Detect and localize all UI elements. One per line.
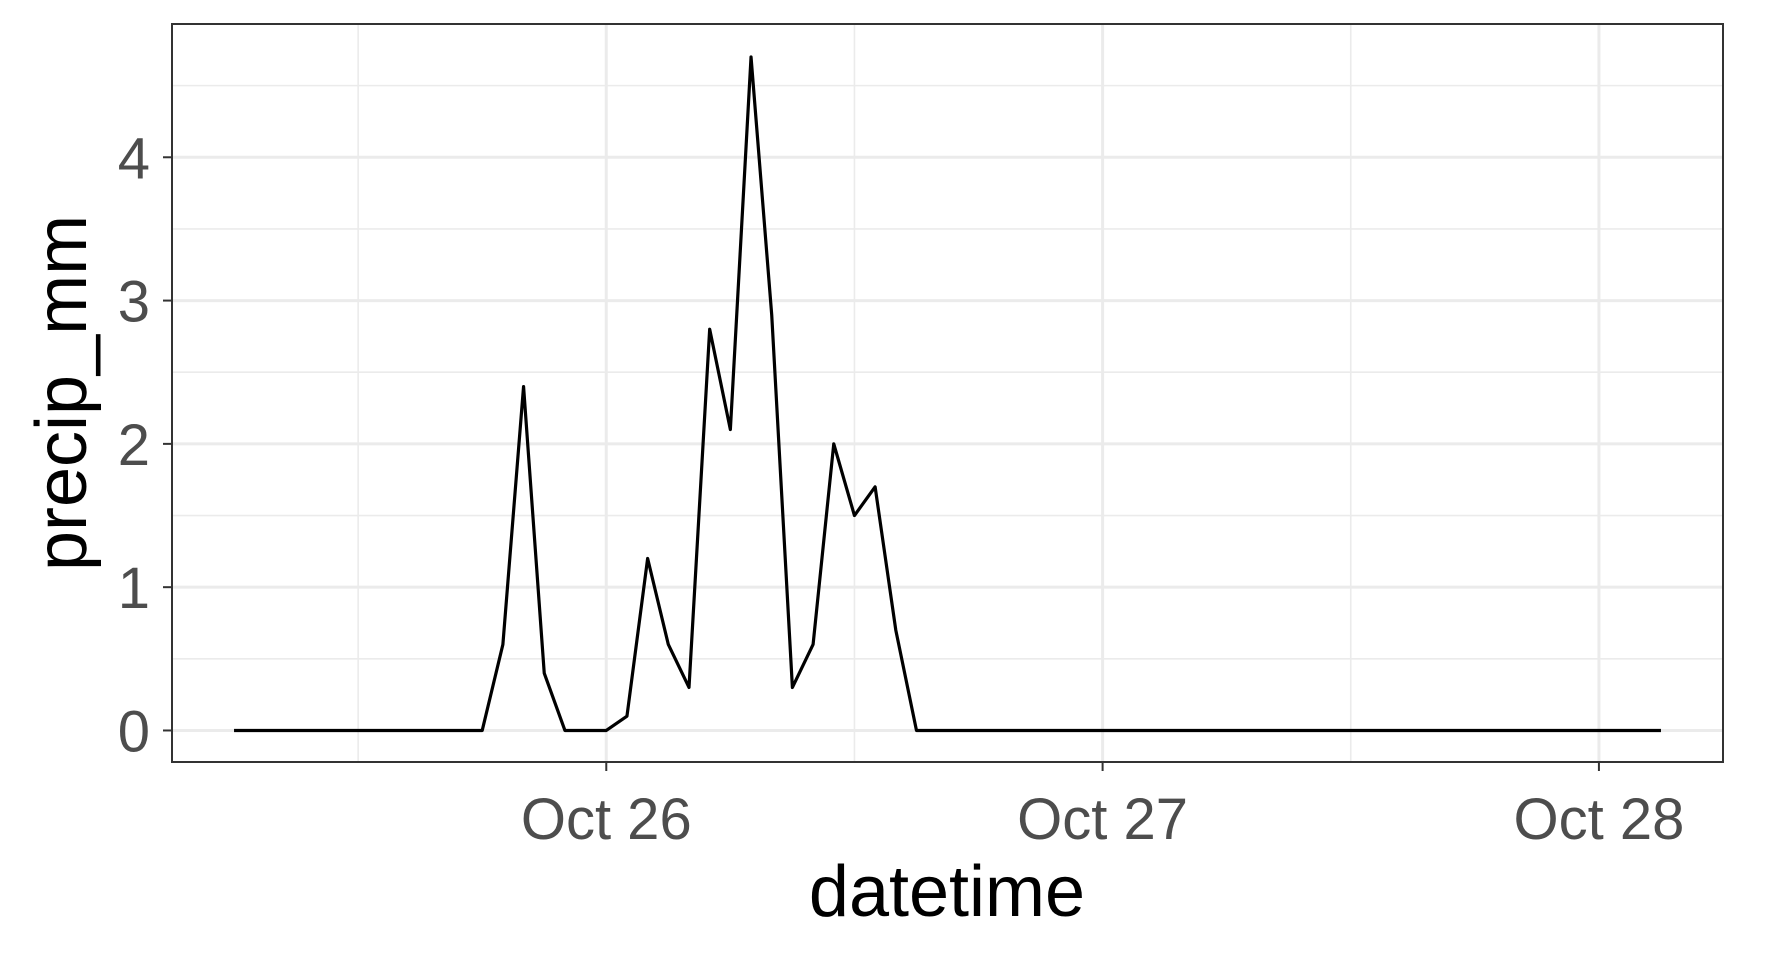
y-tick-label: 4 [118,126,150,191]
x-tick-label: Oct 26 [521,787,692,852]
x-axis-title: datetime [809,852,1085,932]
minor-gridlines [172,24,1723,762]
x-tick-label: Oct 27 [1017,787,1188,852]
y-axis: 0 1 2 3 4 [118,126,172,764]
y-axis-title: precip_mm [22,215,102,571]
plot-panel-border [171,23,1724,763]
x-axis: Oct 26 Oct 27 Oct 28 [521,762,1684,852]
y-tick-label: 0 [118,699,150,764]
precip-series-line [234,55,1661,733]
y-tick-label: 3 [118,270,150,335]
plot-panel-background [172,24,1723,762]
y-tick-label: 2 [118,413,150,478]
x-tick-label: Oct 28 [1513,787,1684,852]
y-tick-label: 1 [118,556,150,621]
